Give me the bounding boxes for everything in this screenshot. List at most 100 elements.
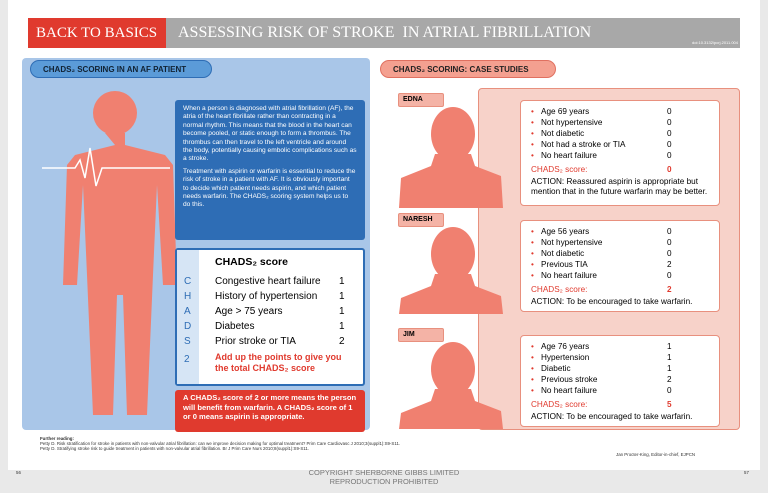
- letter-column: [177, 250, 199, 384]
- bullet: •: [531, 364, 534, 373]
- reference: Petty D. Stratifying stroke risk to guid…: [40, 446, 310, 451]
- copyright-line: COPYRIGHT SHERBORNE GIBBS LIMITED: [308, 468, 460, 477]
- intro-paragraph: Treatment with aspirin or warfarin is es…: [183, 167, 356, 209]
- score-total-text: Add up the points to give you the total …: [215, 352, 342, 373]
- case-item-points: 0: [667, 249, 672, 258]
- section-label: BACK TO BASICS 2: [28, 18, 166, 71]
- case-item-points: 0: [667, 151, 672, 160]
- intro-paragraph: When a person is diagnosed with atrial f…: [183, 105, 357, 163]
- case-score: CHADS₂ score: 5: [527, 400, 712, 410]
- case-item: • Previous TIA 2: [527, 260, 712, 270]
- copyright-line: REPRODUCTION PROHIBITED: [329, 477, 439, 486]
- page-number: 56: [16, 470, 21, 475]
- case-score-label: CHADS₂ score:: [531, 285, 588, 294]
- case-item-label: No heart failure: [541, 151, 597, 160]
- score-row: C Congestive heart failure 1: [177, 274, 363, 289]
- case-item-label: Previous stroke: [541, 375, 598, 384]
- bullet: •: [531, 271, 534, 280]
- bullet: •: [531, 129, 534, 138]
- case-item: • Age 56 years 0: [527, 227, 712, 237]
- case-action: ACTION: To be encouraged to take warfari…: [531, 412, 693, 421]
- further-reading-title: Further reading:: [40, 436, 74, 441]
- case-item-points: 2: [667, 260, 672, 269]
- bullet: •: [531, 260, 534, 269]
- case-item-points: 0: [667, 118, 672, 127]
- score-row: D Diabetes 1: [177, 319, 363, 334]
- case-item-label: Not diabetic: [541, 129, 585, 138]
- case-item: • Not hypertensive 0: [527, 118, 712, 128]
- bullet: •: [531, 353, 534, 362]
- bullet: •: [531, 342, 534, 351]
- case-item: • Hypertension 1: [527, 353, 712, 363]
- case-item-label: Not hypertensive: [541, 238, 603, 247]
- bullet: •: [531, 140, 534, 149]
- person-silhouette: [399, 342, 503, 429]
- case-score-value: 0: [667, 165, 672, 174]
- case-item-points: 0: [667, 107, 672, 116]
- score-points: 1: [339, 291, 345, 302]
- case-item-label: No heart failure: [541, 386, 597, 395]
- case-card: • Age 76 years 1 • Hypertension 1 • Diabetic 1 • P…: [520, 335, 720, 427]
- score-row: H History of hypertension 1: [177, 289, 363, 304]
- case-item: • Not diabetic 0: [527, 129, 712, 139]
- case-name: NARESH: [398, 213, 444, 227]
- case-score-label: CHADS₂ score:: [531, 165, 588, 174]
- case-name: JIM: [398, 328, 444, 342]
- case-item: • Not had a stroke or TIA 0: [527, 140, 712, 150]
- case-item-points: 1: [667, 342, 672, 351]
- score-criterion: Diabetes: [215, 321, 255, 332]
- case-item: • No heart failure 0: [527, 271, 712, 281]
- case-item-points: 1: [667, 364, 672, 373]
- score-letter: A: [184, 306, 191, 317]
- score-criterion: Congestive heart failure: [215, 276, 321, 287]
- case-item-label: No heart failure: [541, 271, 597, 280]
- score-row: 2 Add up the points to give you the total…: [177, 352, 363, 373]
- case-item-label: Age 56 years: [541, 227, 590, 236]
- case-item-points: 1: [667, 353, 672, 362]
- case-item-points: 0: [667, 140, 672, 149]
- case-item-label: Diabetic: [541, 364, 571, 373]
- case-action: ACTION: To be encouraged to take warfari…: [531, 297, 693, 306]
- case-item-label: Hypertension: [541, 353, 590, 362]
- case-name: EDNA: [398, 93, 444, 107]
- case-item: • Not hypertensive 0: [527, 238, 712, 248]
- left-title: CHADS₂ SCORING IN AN AF PATIENT: [30, 60, 212, 78]
- case-score-value: 5: [667, 400, 672, 409]
- right-title: CHADS₂ SCORING: CASE STUDIES: [380, 60, 556, 78]
- bullet: •: [531, 118, 534, 127]
- bullet: •: [531, 375, 534, 384]
- case-item-points: 0: [667, 238, 672, 247]
- score-points: 2: [339, 336, 345, 347]
- score-criterion: History of hypertension: [215, 291, 318, 302]
- case-item-label: Not hypertensive: [541, 118, 603, 127]
- score-letter: C: [184, 276, 192, 287]
- person-silhouette: [399, 107, 503, 208]
- case-item: • No heart failure 0: [527, 386, 712, 396]
- score-criterion: Prior stroke or TIA: [215, 336, 296, 347]
- body-silhouette: [42, 91, 177, 415]
- case-score-label: CHADS₂ score:: [531, 400, 588, 409]
- bullet: •: [531, 107, 534, 116]
- case-item-label: Not diabetic: [541, 249, 585, 258]
- score-letter: 2: [184, 354, 190, 365]
- warfarin-note: A CHADS₂ score of 2 or more means the pe…: [175, 390, 365, 432]
- case-item-label: Age 69 years: [541, 107, 590, 116]
- bullet: •: [531, 386, 534, 395]
- case-item-label: Previous TIA: [541, 260, 588, 269]
- bullet: •: [531, 249, 534, 258]
- editor-credit: Jan Procter-King, Editor-in-chief, EJPCN: [616, 452, 696, 457]
- score-letter: S: [184, 336, 191, 347]
- score-letter: H: [184, 291, 192, 302]
- page-title: ASSESSING RISK OF STROKE IN ATRIAL FIBRI…: [166, 18, 740, 48]
- case-item-label: Not had a stroke or TIA: [541, 140, 626, 149]
- page-number: 57: [744, 470, 749, 475]
- case-action: ACTION: Reassured aspirin is appropriate…: [531, 177, 708, 196]
- case-item: • No heart failure 0: [527, 151, 712, 161]
- intro-text-box: When a person is diagnosed with atrial f…: [175, 100, 365, 240]
- case-score: CHADS₂ score: 0: [527, 165, 712, 175]
- case-card: • Age 69 years 0 • Not hypertensive 0 • Not dia…: [520, 100, 720, 206]
- case-score: CHADS₂ score: 2: [527, 285, 712, 295]
- score-row: S Prior stroke or TIA 2: [177, 334, 363, 349]
- case-item-points: 0: [667, 271, 672, 280]
